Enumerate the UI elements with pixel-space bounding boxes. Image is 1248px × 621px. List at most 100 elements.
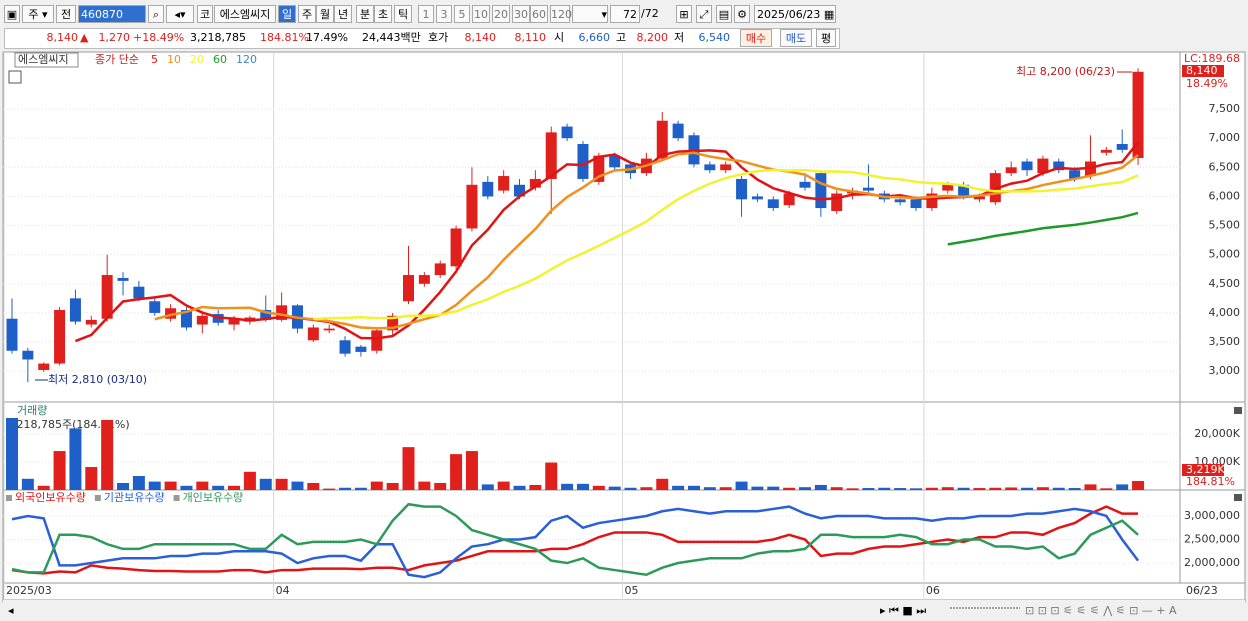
y-tick-label: 3,000 bbox=[1209, 364, 1241, 377]
volume-rate: 184.81% bbox=[1186, 475, 1235, 488]
candle-body bbox=[751, 196, 763, 200]
interval-button[interactable]: 5 bbox=[454, 5, 470, 23]
candle-body bbox=[260, 309, 272, 320]
interval-button[interactable]: 3 bbox=[436, 5, 452, 23]
candle-body bbox=[1005, 167, 1017, 174]
count-input[interactable]: 72 bbox=[610, 5, 640, 23]
market-select[interactable]: 주 ▾ bbox=[22, 5, 54, 23]
legend-swatch bbox=[94, 495, 101, 501]
volume-bar bbox=[1036, 487, 1049, 490]
panel-icon[interactable] bbox=[8, 70, 22, 84]
period-button[interactable]: 틱 bbox=[394, 5, 412, 23]
volume-bar bbox=[243, 471, 256, 490]
volume-bar bbox=[783, 487, 796, 490]
volume-bar bbox=[830, 487, 843, 490]
last-date: 06/23 bbox=[1186, 584, 1218, 597]
volume-bar bbox=[672, 485, 685, 490]
volume-bar bbox=[1100, 488, 1113, 490]
y-tick-label: 6,500 bbox=[1209, 160, 1241, 173]
volume-bar bbox=[339, 487, 352, 490]
date-input[interactable]: 2025/06/23 ▦ bbox=[754, 5, 836, 23]
volume-bar bbox=[910, 488, 923, 490]
interval-button[interactable]: 60 bbox=[530, 5, 548, 23]
volume-bar bbox=[735, 481, 748, 490]
volume-bar bbox=[925, 487, 938, 490]
volume: 3,218,785 bbox=[190, 31, 246, 44]
period-button[interactable]: 월 bbox=[316, 5, 334, 23]
combo[interactable]: ▾ bbox=[572, 5, 608, 23]
candle-body bbox=[799, 181, 811, 188]
volume-bar bbox=[576, 483, 589, 490]
candle-body bbox=[133, 286, 145, 299]
volume-bar bbox=[402, 447, 415, 490]
volume-bar bbox=[101, 419, 114, 490]
tool-icon[interactable]: ⊞ bbox=[676, 5, 692, 23]
candle-body bbox=[387, 315, 399, 331]
holding-line bbox=[11, 505, 1140, 579]
candle-body bbox=[180, 309, 192, 328]
low: 6,540 bbox=[698, 31, 731, 44]
avg-button[interactable]: 평 bbox=[816, 29, 836, 47]
legend-box bbox=[14, 52, 79, 68]
search-icon[interactable]: ⌕ bbox=[148, 5, 164, 23]
code-input[interactable]: 460870 bbox=[78, 5, 146, 23]
tool-icon[interactable]: ▤ bbox=[716, 5, 732, 23]
candle-body bbox=[69, 298, 81, 322]
market2[interactable]: 코 bbox=[197, 5, 213, 23]
y-tick-label: 7,500 bbox=[1209, 102, 1241, 115]
open: 6,660 bbox=[578, 31, 611, 44]
candle-body bbox=[545, 132, 557, 179]
ma-legend: 5 bbox=[151, 53, 158, 66]
volume-bar bbox=[1068, 488, 1081, 490]
candle-body bbox=[1116, 144, 1128, 150]
period-button[interactable]: 분 bbox=[356, 5, 374, 23]
axis-bg bbox=[1179, 51, 1246, 603]
candle-body bbox=[323, 328, 335, 331]
prev-button[interactable]: 전 bbox=[56, 5, 76, 23]
volume-bar bbox=[434, 482, 447, 490]
candle-body bbox=[672, 123, 684, 139]
candle-body bbox=[339, 340, 351, 354]
sound-icon[interactable]: ◂▾ bbox=[166, 5, 194, 23]
volume-bar bbox=[1116, 484, 1129, 490]
panel-close[interactable] bbox=[1234, 494, 1242, 501]
volume-bar bbox=[418, 481, 431, 490]
volume-bar bbox=[1052, 487, 1065, 490]
scroll-buttons[interactable]: ▸ ⏮ ■ ⏭ bbox=[880, 604, 926, 617]
volume-bar bbox=[132, 475, 145, 490]
y-tick-label: 5,000 bbox=[1209, 248, 1241, 261]
amount: 24,443백만 bbox=[362, 31, 421, 44]
candle-body bbox=[498, 176, 510, 191]
volume-bar bbox=[592, 485, 605, 490]
volume-bar bbox=[85, 467, 98, 490]
scroll-left[interactable]: ◂ bbox=[8, 604, 14, 617]
ask: 8,140 bbox=[464, 31, 497, 44]
panel-close[interactable] bbox=[1234, 407, 1242, 414]
interval-button[interactable]: 120 bbox=[550, 5, 572, 23]
volume-bar bbox=[799, 487, 811, 490]
menu-icon[interactable]: ▣ bbox=[4, 5, 20, 23]
tool-icon[interactable]: ⤢ bbox=[696, 5, 712, 23]
y-tick-label: 4,500 bbox=[1209, 277, 1241, 290]
settings-icon[interactable]: ⚙ bbox=[734, 5, 750, 23]
period-button[interactable]: 년 bbox=[334, 5, 352, 23]
candle-body bbox=[307, 327, 319, 341]
sell-button[interactable]: 매도 bbox=[780, 29, 812, 47]
candle-body bbox=[228, 318, 240, 325]
period-button[interactable]: 일 bbox=[278, 5, 296, 23]
candle-body bbox=[1069, 170, 1081, 179]
period-button[interactable]: 주 bbox=[298, 5, 316, 23]
buy-button[interactable]: 매수 bbox=[740, 29, 772, 47]
volume-bar bbox=[878, 487, 891, 490]
candle-body bbox=[1053, 161, 1065, 171]
interval-button[interactable]: 20 bbox=[492, 5, 510, 23]
interval-button[interactable]: 30 bbox=[512, 5, 530, 23]
interval-button[interactable]: 10 bbox=[472, 5, 490, 23]
volume-bar bbox=[767, 486, 780, 490]
volume-bar bbox=[180, 485, 193, 490]
draw-tools[interactable]: ⊡ ⊡ ⊡ ⚟ ⚟ ⚟ ⋀ ⚟ ⊡ — + A bbox=[1025, 604, 1177, 617]
volume-bar bbox=[53, 451, 66, 490]
period-button[interactable]: 초 bbox=[374, 5, 392, 23]
interval-button[interactable]: 1 bbox=[418, 5, 434, 23]
candle-body bbox=[434, 263, 446, 276]
